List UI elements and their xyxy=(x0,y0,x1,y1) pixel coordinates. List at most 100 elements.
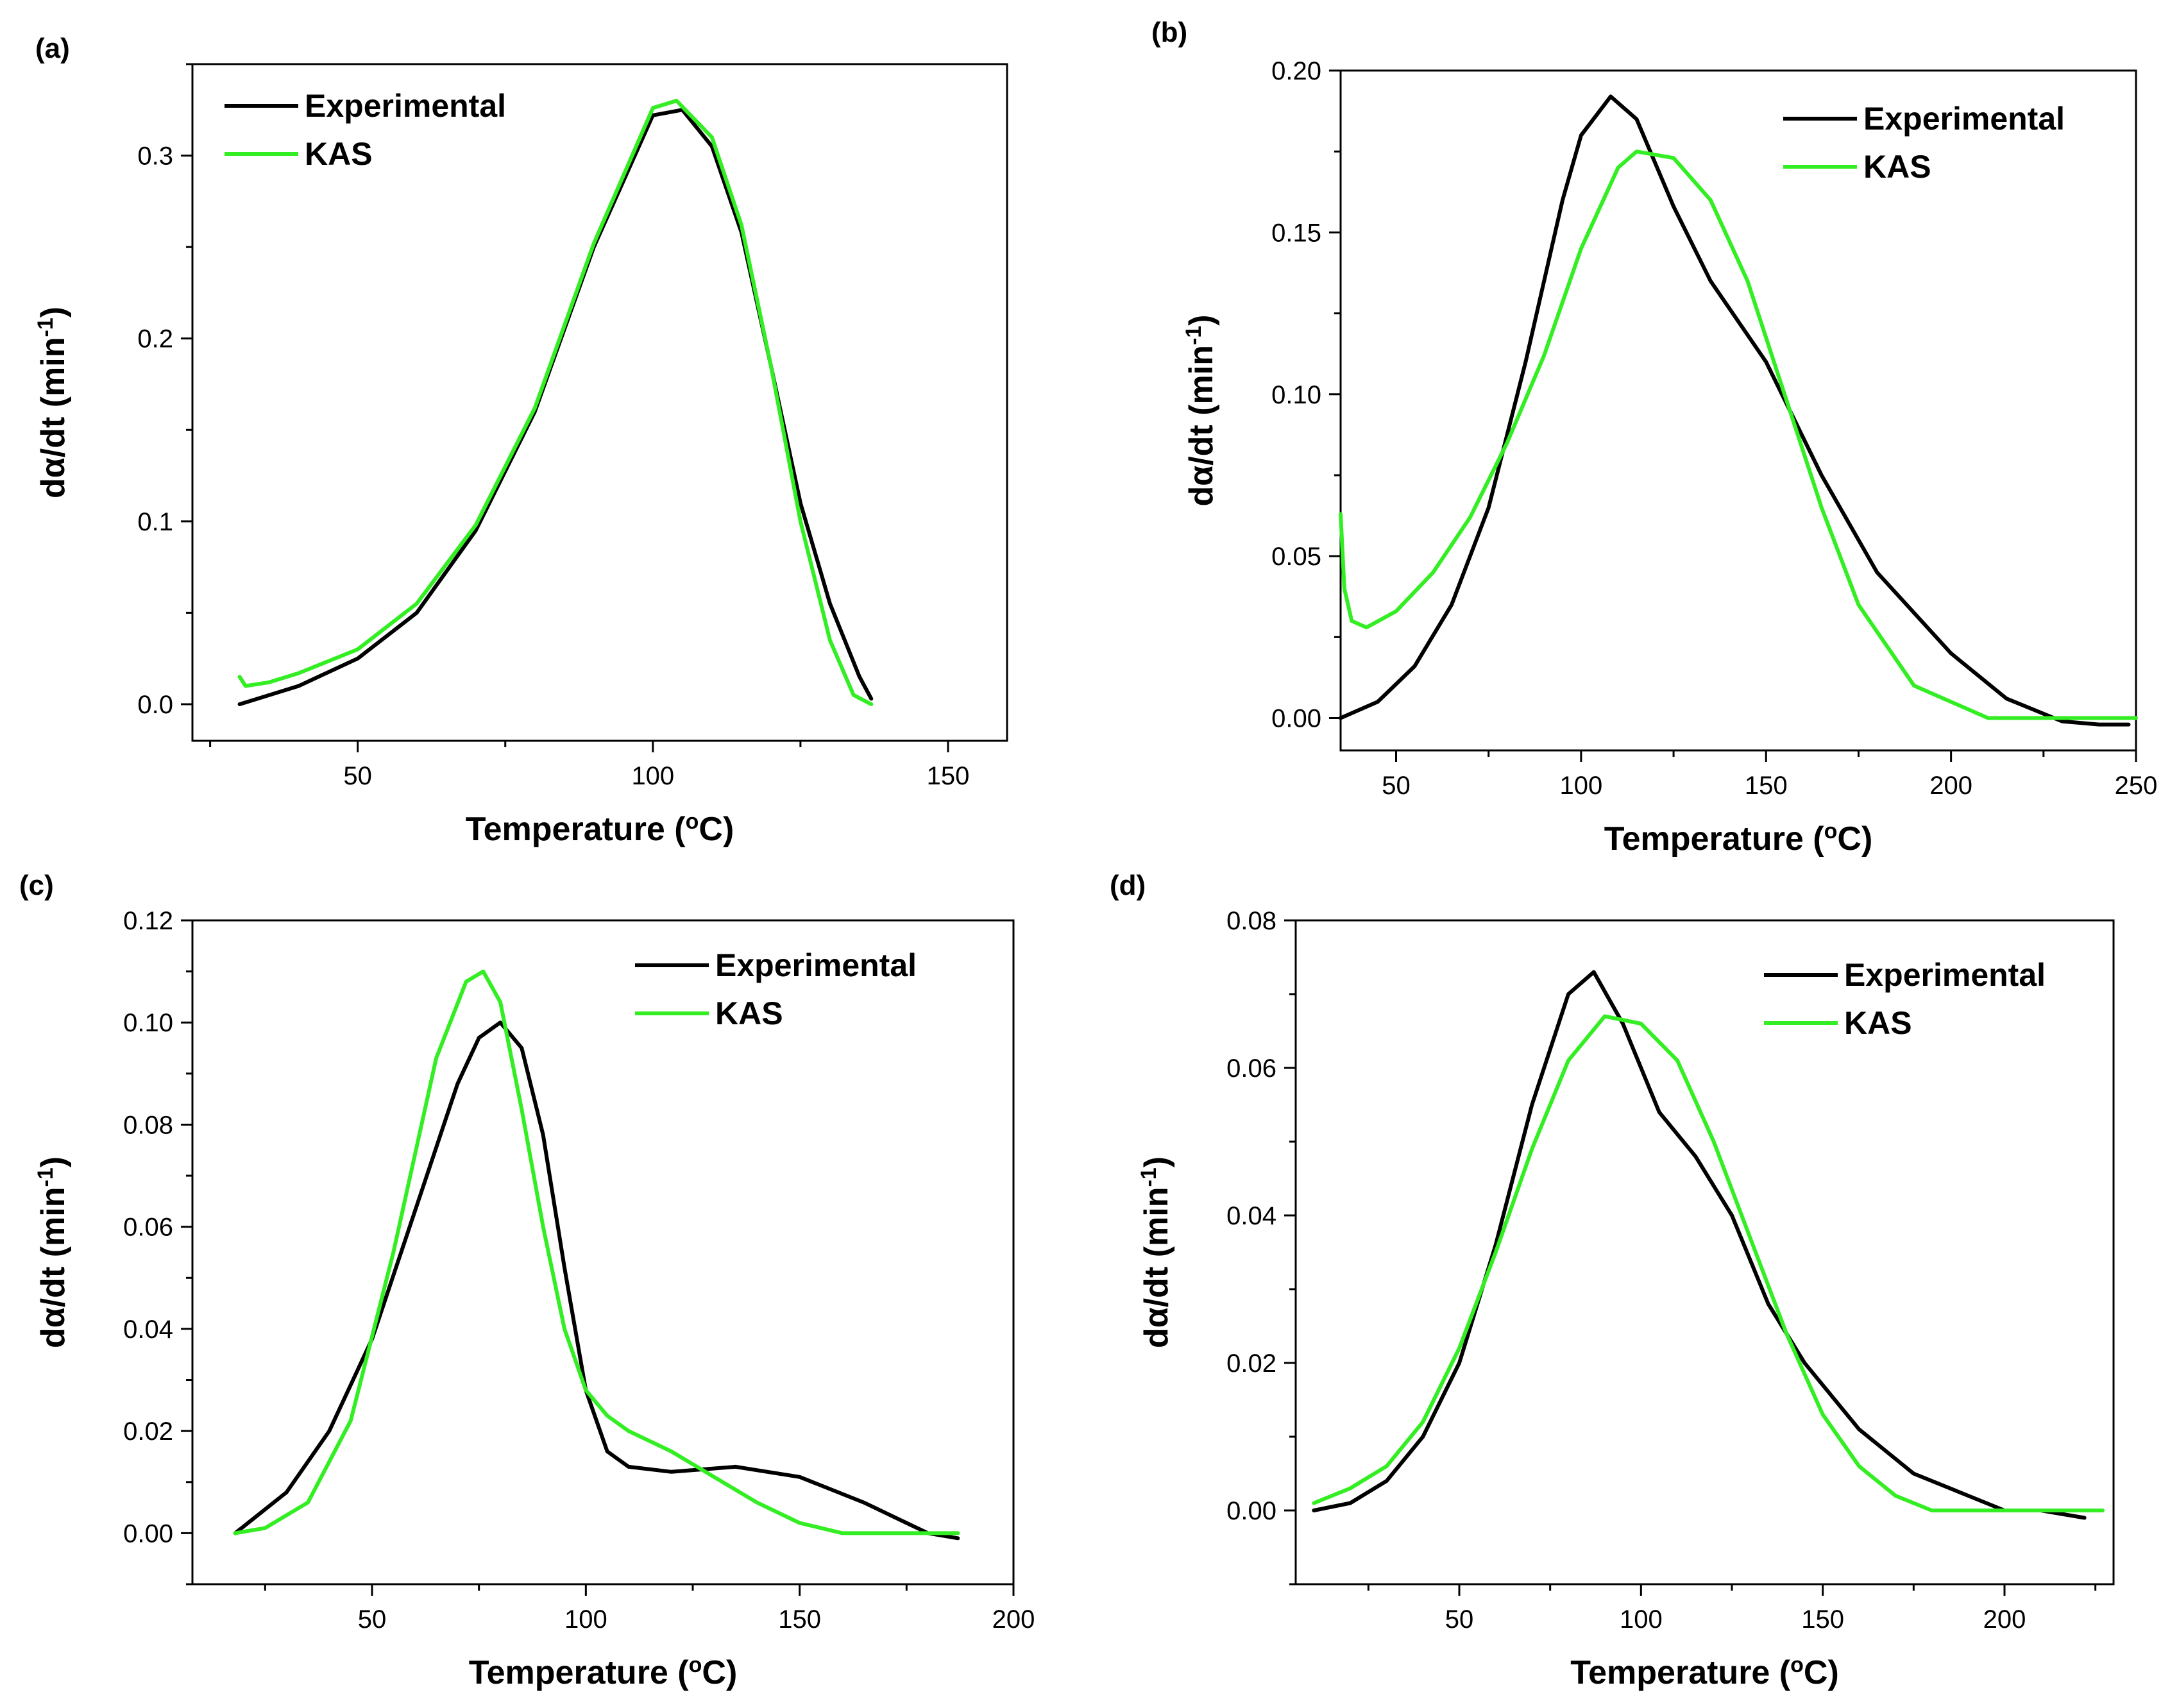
x-tick-label: 100 xyxy=(1560,772,1603,800)
x-tick-label: 100 xyxy=(631,762,674,790)
series-line-experimental xyxy=(1339,94,2131,727)
x-tick-label: 50 xyxy=(1382,772,1411,800)
legend-label-experimental: Experimental xyxy=(715,947,917,983)
y-axis-title-d: dα/dt (min-1) xyxy=(1137,1156,1175,1348)
y-tick-label: 0.15 xyxy=(1271,219,1321,247)
y-axis-title-sup: -1 xyxy=(33,1167,58,1187)
y-axis-d: 0.00 0.02 0.04 0.06 0.08 xyxy=(1226,907,1296,1585)
y-tick-label: 0.12 xyxy=(123,907,173,935)
y-tick-label: 0.08 xyxy=(123,1111,173,1139)
y-tick-label: 0.06 xyxy=(123,1213,173,1242)
legend-label-experimental: Experimental xyxy=(305,88,506,124)
x-tick-label: 150 xyxy=(778,1605,821,1634)
x-tick-label: 200 xyxy=(992,1605,1035,1634)
y-tick-label: 0.00 xyxy=(1226,1497,1276,1525)
y-tick-label: 0.10 xyxy=(1271,381,1321,409)
plot-frame-b xyxy=(1339,69,2137,752)
y-axis-a: 0.0 0.1 0.2 0.3 xyxy=(137,63,192,719)
plot-frame-a xyxy=(191,63,1008,742)
legend-label-kas: KAS xyxy=(305,136,373,172)
x-axis-title-b: Temperature (oC) xyxy=(1604,819,1873,858)
y-axis-title-end: ) xyxy=(35,307,72,317)
series-lines-a xyxy=(237,99,874,706)
panel-b: (b) 50 100 150 200 250 0.000.050.100.150.20 … xyxy=(1151,17,2157,858)
x-tick-label: 200 xyxy=(1929,772,1972,800)
series-lines-b xyxy=(1339,94,2138,727)
x-tick-label: 150 xyxy=(927,762,970,790)
series-lines-c xyxy=(233,969,960,1541)
legend-label-kas: KAS xyxy=(1863,149,1931,185)
plot-frame-d xyxy=(1294,919,2115,1585)
y-tick-label: 0.02 xyxy=(1226,1349,1276,1378)
series-line-experimental xyxy=(233,1020,960,1541)
legend-label-kas: KAS xyxy=(715,995,783,1031)
panel-d: (d) 50 100 150 200 0.00 0.02 0.04 0.06 0.08 Exp… xyxy=(1110,870,2115,1691)
legend-c: Experimental KAS xyxy=(635,947,917,1031)
x-axis-a: 50 100 150 xyxy=(209,741,970,790)
y-tick-label: 0.00 xyxy=(1271,705,1321,733)
y-axis-title-main: dα/dt (min xyxy=(1183,345,1220,506)
y-axis-c: 0.00 0.02 0.04 0.06 0.08 0.10 0.12 xyxy=(123,907,192,1585)
y-axis-title-end: ) xyxy=(35,1156,72,1167)
series-line-experimental xyxy=(1312,970,2087,1520)
y-tick-label: 0.20 xyxy=(1271,57,1321,85)
legend-label-experimental: Experimental xyxy=(1844,957,2046,993)
legend-label-experimental: Experimental xyxy=(1863,101,2065,137)
panel-label-d: (d) xyxy=(1110,870,1146,901)
x-axis-title-main: Temperature ( xyxy=(1570,1654,1791,1691)
plot-frame-c xyxy=(191,919,1015,1585)
panel-a: (a) 50 100 150 0.0 0.1 0.2 0.3 Experimental K… xyxy=(33,33,1008,848)
y-axis-title-main: dα/dt (min xyxy=(35,1187,72,1348)
x-tick-label: 100 xyxy=(564,1605,607,1634)
series-line-kas xyxy=(237,99,874,706)
x-axis-title-main: Temperature ( xyxy=(469,1654,690,1691)
x-axis-title-sup: o xyxy=(1824,819,1838,843)
y-axis-title-end: ) xyxy=(1183,314,1220,325)
series-line-experimental xyxy=(237,108,874,706)
y-axis-title-sup: -1 xyxy=(1137,1167,1161,1187)
panel-label-a: (a) xyxy=(35,33,70,64)
y-axis-title-main: dα/dt (min xyxy=(1138,1187,1175,1348)
x-axis-title-end: C) xyxy=(699,811,734,848)
y-tick-label: 0.08 xyxy=(1226,907,1276,935)
x-tick-label: 150 xyxy=(1801,1605,1844,1634)
y-axis-b: 0.00 0.05 0.10 0.15 0.20 xyxy=(1271,57,1341,733)
x-axis-title-sup: o xyxy=(1790,1653,1804,1677)
panel-label-c: (c) xyxy=(19,870,54,901)
x-axis-title-sup: o xyxy=(686,809,699,834)
series-lines-d xyxy=(1312,970,2105,1520)
y-axis-title-end: ) xyxy=(1138,1156,1175,1167)
panel-label-b: (b) xyxy=(1151,17,1187,48)
x-tick-label: 150 xyxy=(1745,772,1788,800)
y-tick-label: 0.10 xyxy=(123,1009,173,1037)
y-axis-title-b: dα/dt (min-1) xyxy=(1182,314,1220,506)
y-tick-label: 0.04 xyxy=(123,1315,173,1344)
x-axis-b: 50 100 150 200 250 xyxy=(1382,750,2157,800)
y-tick-label: 0.02 xyxy=(123,1417,173,1446)
y-tick-label: 0.04 xyxy=(1226,1202,1276,1230)
y-tick-label: 0.00 xyxy=(123,1519,173,1548)
x-tick-label: 50 xyxy=(358,1605,387,1634)
x-axis-title-d: Temperature (oC) xyxy=(1570,1653,1839,1691)
x-axis-title-end: C) xyxy=(1837,820,1872,858)
series-line-kas xyxy=(1339,149,2138,720)
series-line-kas xyxy=(1312,1014,2105,1512)
x-tick-label: 100 xyxy=(1620,1605,1663,1634)
x-tick-label: 250 xyxy=(2115,772,2158,800)
y-axis-title-c: dα/dt (min-1) xyxy=(33,1156,72,1348)
y-tick-label: 0.06 xyxy=(1226,1054,1276,1083)
x-axis-title-main: Temperature ( xyxy=(466,811,686,848)
x-axis-c: 50 100 150 200 xyxy=(264,1584,1035,1634)
y-axis-title-sup: -1 xyxy=(1182,326,1206,345)
y-tick-label: 0.1 xyxy=(137,508,173,536)
legend-a: Experimental KAS xyxy=(225,88,506,172)
x-axis-title-end: C) xyxy=(1804,1654,1839,1691)
y-axis-title-a: dα/dt (min-1) xyxy=(33,307,72,498)
x-axis-title-main: Temperature ( xyxy=(1604,820,1825,858)
y-axis-title-sup: -1 xyxy=(33,317,58,337)
x-axis-d: 50 100 150 200 xyxy=(1367,1584,2097,1634)
legend-label-kas: KAS xyxy=(1844,1005,1912,1041)
y-tick-label: 0.05 xyxy=(1271,543,1321,571)
legend-d: Experimental KAS xyxy=(1764,957,2046,1041)
